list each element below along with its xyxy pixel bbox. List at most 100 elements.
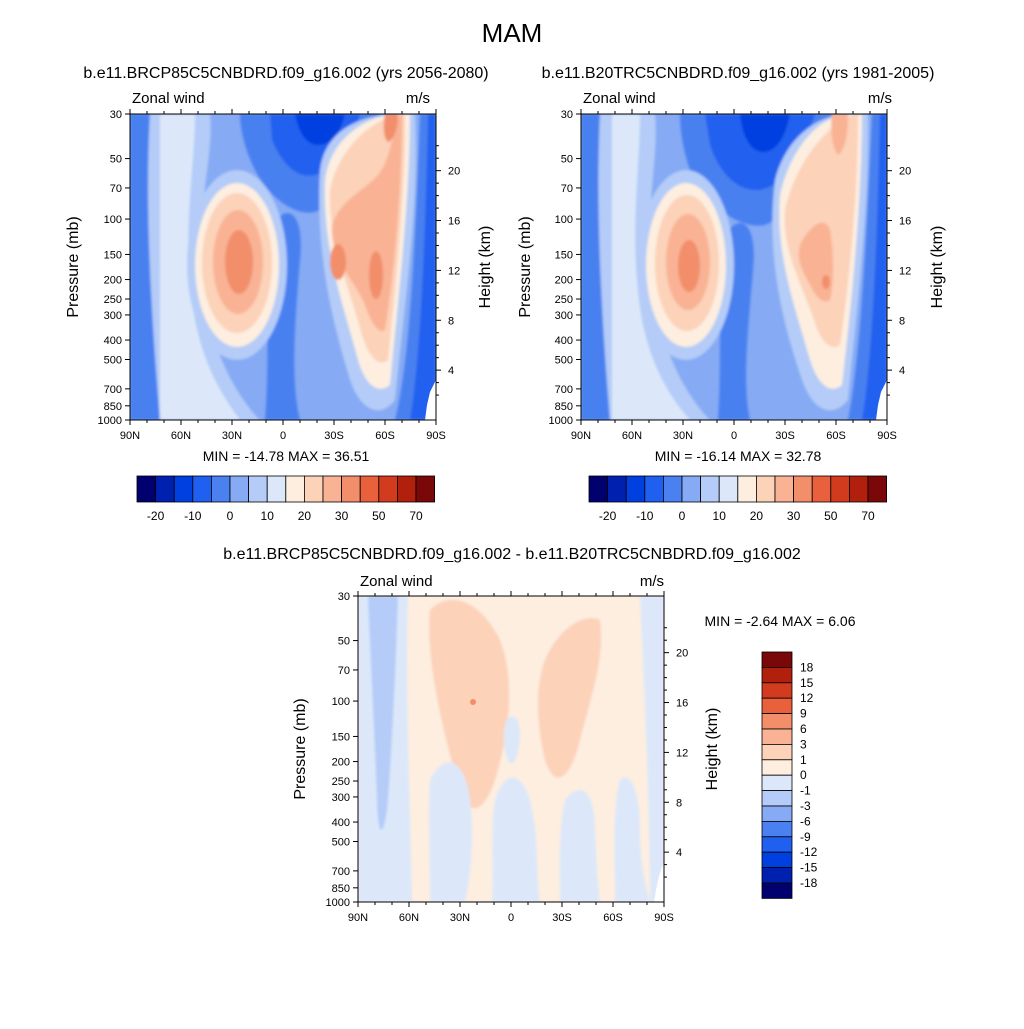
panel-1-easterly-core [295, 114, 345, 145]
colorbar-swatch [266, 475, 287, 503]
colorbar-swatch [341, 475, 361, 503]
x-tick-label: 60N [399, 912, 419, 924]
panel-1-jet-sh-core-2 [369, 251, 383, 299]
colorbar-label: 12 [800, 691, 814, 705]
colorbar-label: 30 [787, 509, 801, 523]
panel-3-band-left-blue [368, 596, 398, 830]
y-tick-label: 1000 [549, 415, 573, 427]
y-tick-label: 50 [338, 636, 350, 648]
panel-2-colorbar: -20 -10 0 10 20 30 50 70 [588, 475, 888, 523]
panel-1-topography-mask [425, 380, 436, 420]
y-tick-label: 850 [555, 401, 573, 413]
panel-3-negative-tropics-nh [429, 762, 473, 902]
panel-3-left-label: Zonal wind [360, 573, 433, 590]
y-tick-label: 250 [332, 776, 350, 788]
y2-tick-label: 16 [676, 698, 688, 710]
panel-3-negative-band-1 [559, 790, 600, 902]
y2-tick-label: 12 [448, 265, 460, 277]
panel-1-band-palest-nh [160, 114, 240, 420]
colorbar-swatch [761, 744, 793, 761]
colorbar-swatch [761, 821, 793, 838]
y2-tick-label: 4 [676, 847, 682, 859]
colorbar-swatch [378, 475, 398, 503]
panel-3-equator-blue [503, 716, 520, 764]
colorbar-label: 6 [800, 722, 807, 736]
y-tick-label: 100 [555, 214, 573, 226]
panel-2-axes: 90N 60N 30N 0 30S 60S 90S 30 50 70 100 150 200 250 300… [549, 109, 911, 442]
y-tick-label: 300 [104, 310, 122, 322]
x-tick-label: 90S [654, 912, 674, 924]
colorbar-label: 15 [800, 676, 814, 690]
panel-1-contours [130, 114, 436, 420]
colorbar-swatch [718, 475, 739, 503]
colorbar-swatch [793, 475, 813, 503]
panel-1-axes: 90N 60N 30N 0 30S 60S 90S 30 50 70 100 150 200 250 300… [98, 109, 460, 442]
colorbar-swatch [761, 713, 793, 730]
panel-2-jet-nh-band-5 [678, 240, 700, 292]
panel-2-right-label: m/s [868, 90, 892, 107]
colorbar-label: 20 [298, 509, 312, 523]
y-tick-label: 200 [332, 757, 350, 769]
y-tick-label: 700 [104, 384, 122, 396]
y2-tick-label: 12 [899, 265, 911, 277]
panel-2-y2label: Height (km) [929, 226, 946, 309]
y2-tick-label: 20 [899, 166, 911, 178]
panel-1-stats: MIN = -14.78 MAX = 36.51 [203, 448, 370, 464]
colorbar-swatch [774, 475, 795, 503]
y-tick-label: 30 [561, 109, 573, 121]
colorbar-swatch [303, 475, 324, 503]
y2-tick-label: 12 [676, 747, 688, 759]
y-tick-label: 850 [332, 883, 350, 895]
colorbar-label: 9 [800, 707, 807, 721]
y-tick-label: 30 [110, 109, 122, 121]
x-tick-label: 30S [552, 912, 572, 924]
colorbar-swatch [663, 475, 683, 503]
y-tick-label: 850 [104, 401, 122, 413]
panel-1-left-label: Zonal wind [132, 90, 205, 107]
colorbar-label: -3 [800, 799, 811, 813]
y-tick-label: 250 [104, 294, 122, 306]
y-tick-label: 100 [332, 696, 350, 708]
panel-2-left-label: Zonal wind [583, 90, 656, 107]
colorbar-swatch [229, 475, 250, 503]
y2-tick-label: 16 [899, 216, 911, 228]
x-tick-label: 0 [280, 430, 286, 442]
colorbar-label: -12 [800, 845, 818, 859]
panel-1-y2label: Height (km) [477, 226, 494, 309]
x-tick-label: 60N [171, 430, 191, 442]
y2-tick-label: 20 [676, 648, 688, 660]
panel-3-y2label: Height (km) [704, 708, 721, 791]
y-tick-label: 1000 [326, 897, 350, 909]
y-tick-label: 150 [555, 249, 573, 261]
colorbar-swatch [588, 475, 609, 503]
panel-1-ylabel: Pressure (mb) [65, 216, 82, 317]
panel-3-max-spot [470, 699, 476, 705]
x-tick-label: 90N [348, 912, 368, 924]
y-tick-label: 300 [555, 310, 573, 322]
x-tick-label: 30N [222, 430, 242, 442]
colorbar-swatch [155, 475, 175, 503]
colorbar-label: 10 [713, 509, 727, 523]
colorbar-swatch [192, 475, 212, 503]
colorbar-label: 70 [409, 509, 423, 523]
y-tick-label: 250 [555, 294, 573, 306]
colorbar-swatch [173, 475, 194, 503]
panel-2-stats: MIN = -16.14 MAX = 32.78 [655, 448, 822, 464]
colorbar-swatch [415, 475, 436, 503]
colorbar-label: 20 [750, 509, 764, 523]
y2-tick-label: 8 [676, 797, 682, 809]
x-tick-label: 30S [324, 430, 344, 442]
panel-2-contours [581, 114, 887, 420]
y2-tick-label: 8 [899, 315, 905, 327]
colorbar-swatch [761, 836, 793, 853]
colorbar-label: -20 [599, 509, 617, 523]
y-tick-label: 500 [555, 355, 573, 367]
colorbar-swatch [830, 475, 850, 503]
page-title: MAM [482, 18, 543, 48]
panel-2-jet-sh-band-4 [831, 114, 848, 155]
colorbar-label: -15 [800, 861, 818, 875]
panel-1-jet-sh-band-4 [331, 114, 402, 331]
y2-tick-label: 16 [448, 216, 460, 228]
